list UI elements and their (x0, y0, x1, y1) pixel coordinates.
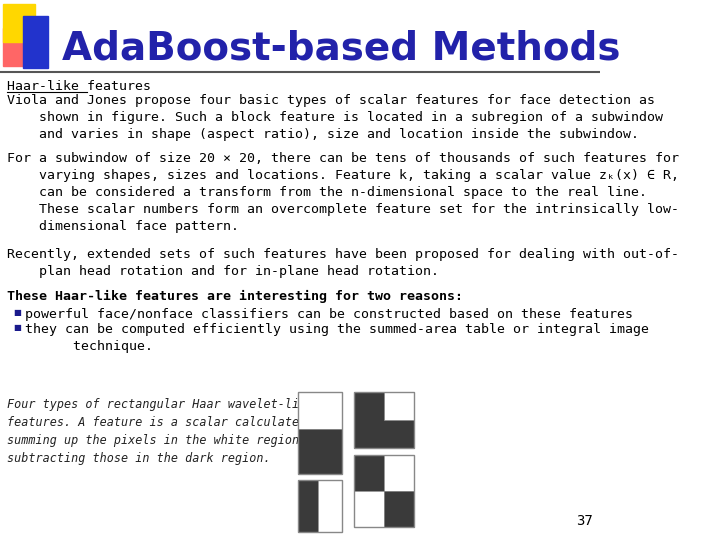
Bar (384, 455, 414, 491)
Bar (354, 455, 384, 491)
Text: they can be computed efficiently using the summed-area table or integral image
 : they can be computed efficiently using t… (25, 323, 649, 353)
Text: Haar-like features: Haar-like features (6, 80, 150, 93)
Bar (354, 392, 414, 448)
Bar (298, 429, 341, 474)
Text: For a subwindow of size 20 × 20, there can be tens of thousands of such features: For a subwindow of size 20 × 20, there c… (6, 152, 679, 233)
Bar (354, 491, 384, 527)
Bar (23, 16, 48, 68)
Text: ■: ■ (14, 308, 21, 317)
Text: Four types of rectangular Haar wavelet-like
features. A feature is a scalar calc: Four types of rectangular Haar wavelet-l… (6, 398, 328, 465)
Bar (298, 392, 341, 429)
Bar (318, 480, 341, 532)
Bar (384, 392, 414, 420)
Bar (354, 392, 414, 448)
Text: AdaBoost-based Methods: AdaBoost-based Methods (63, 29, 621, 67)
Bar (354, 455, 414, 527)
Text: Viola and Jones propose four basic types of scalar features for face detection a: Viola and Jones propose four basic types… (6, 94, 662, 141)
Bar (298, 392, 341, 474)
Text: ■: ■ (14, 323, 21, 332)
Text: powerful face/nonface classifiers can be constructed based on these features: powerful face/nonface classifiers can be… (25, 308, 633, 321)
Bar (298, 480, 318, 532)
Bar (4, 4, 35, 42)
Bar (384, 491, 414, 527)
Text: These Haar-like features are interesting for two reasons:: These Haar-like features are interesting… (6, 290, 463, 303)
Text: Recently, extended sets of such features have been proposed for dealing with out: Recently, extended sets of such features… (6, 248, 679, 278)
Text: 37: 37 (577, 514, 593, 528)
Bar (298, 480, 341, 532)
Bar (4, 28, 35, 66)
